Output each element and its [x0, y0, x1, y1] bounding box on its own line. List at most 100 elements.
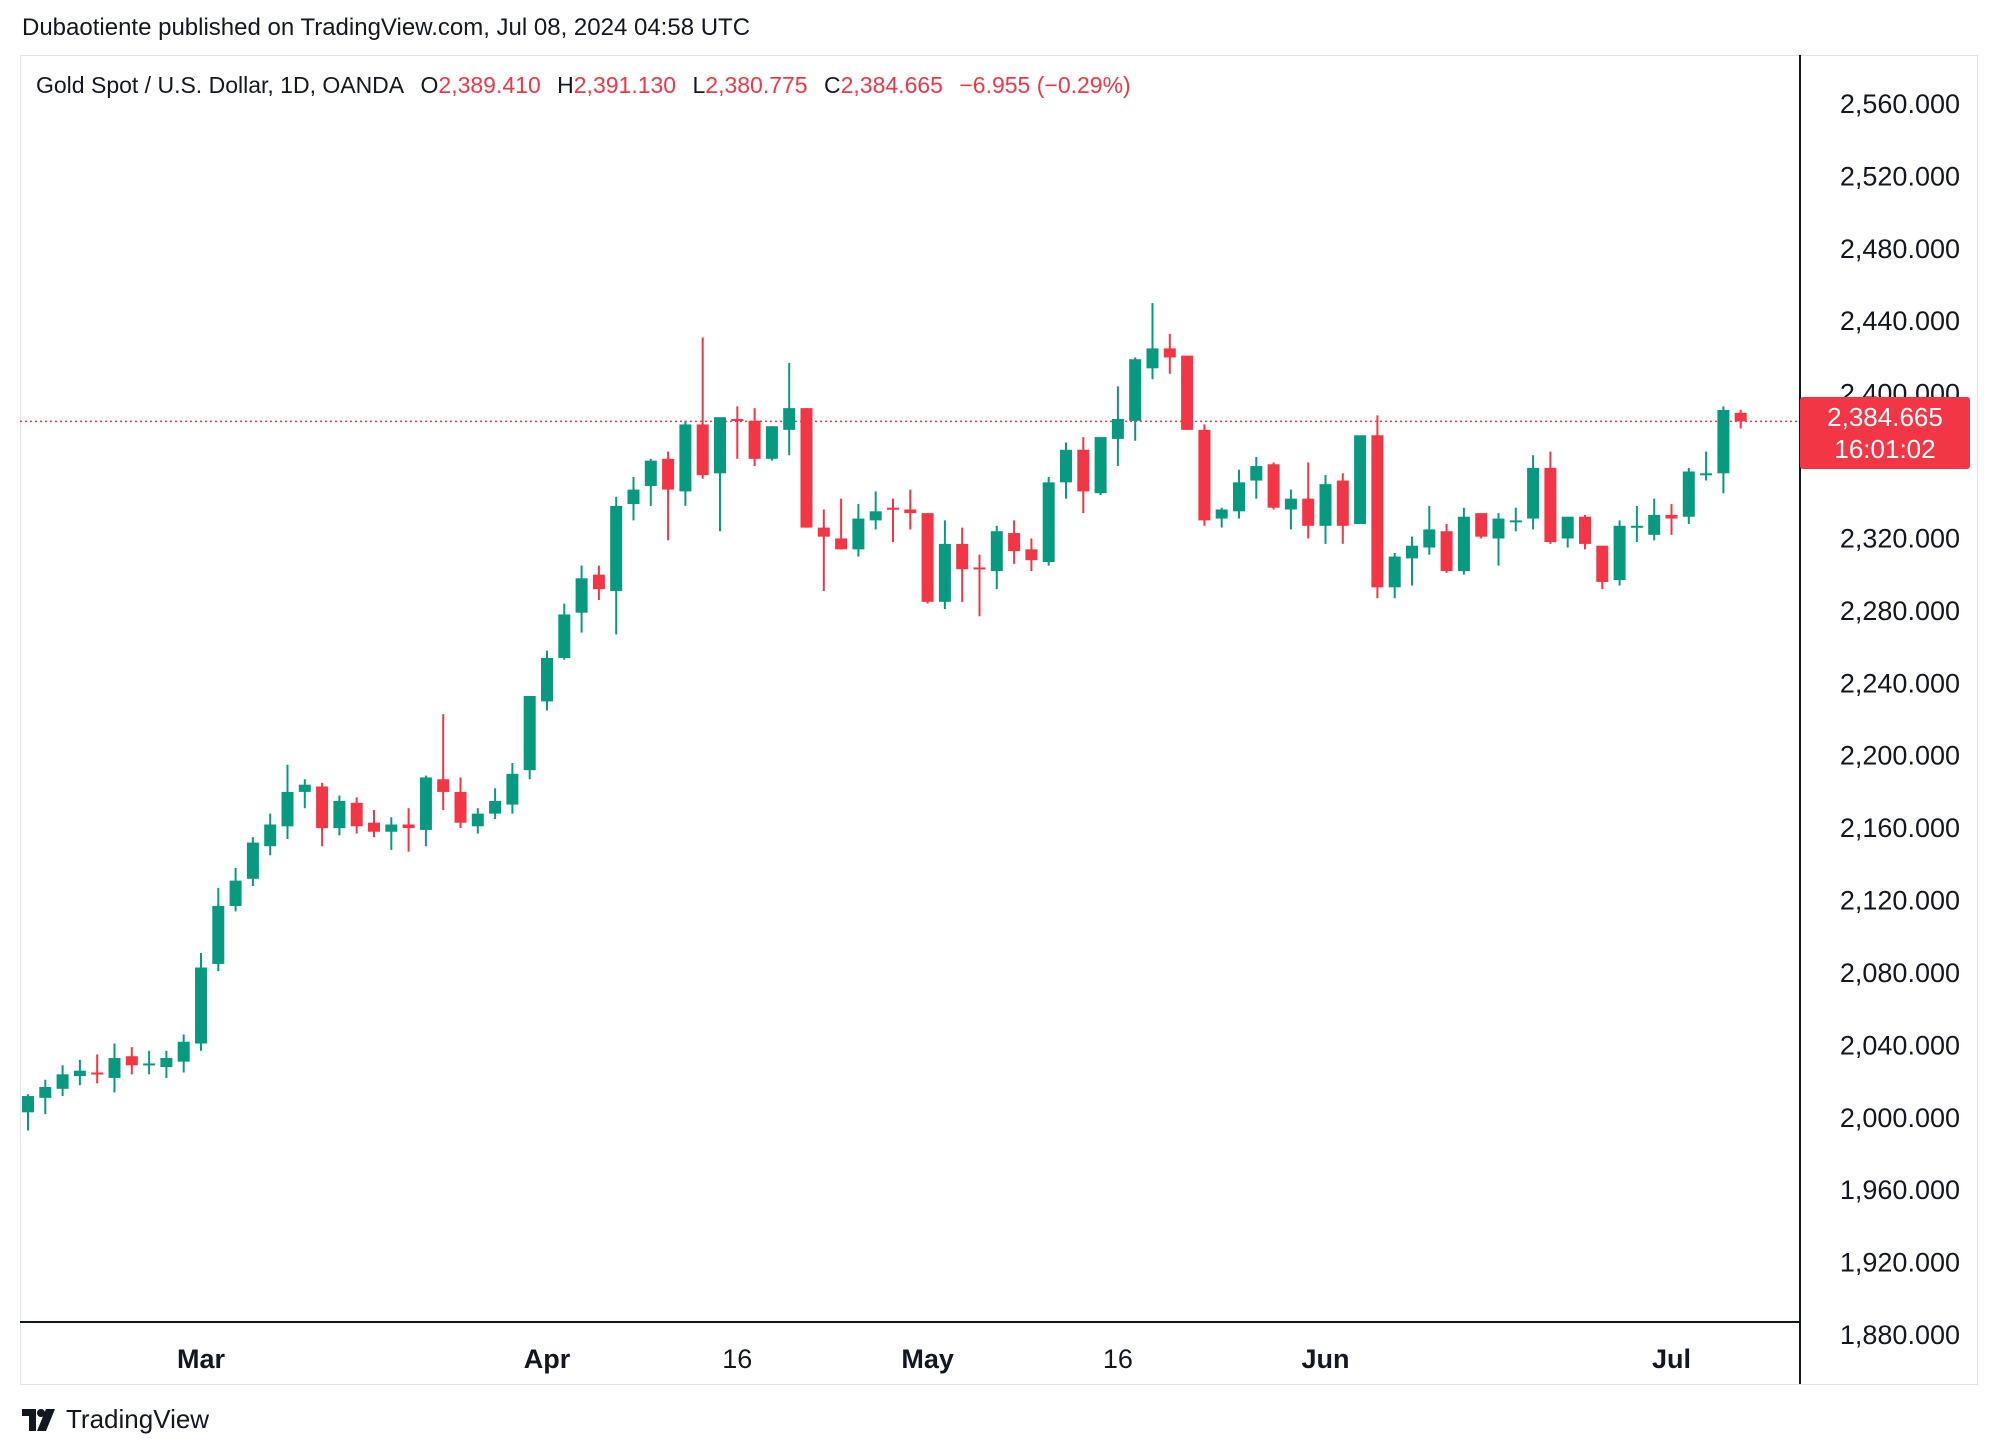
candle: [1475, 513, 1488, 539]
candle: [541, 650, 553, 711]
open-value: 2,389.410: [438, 72, 541, 98]
candle-body: [1284, 498, 1297, 510]
candle: [679, 420, 692, 506]
time-tick-label: Apr: [524, 1344, 571, 1374]
candle-body: [1060, 449, 1072, 483]
time-tick-label: May: [901, 1344, 954, 1374]
candle-body: [541, 657, 553, 702]
candle-body: [1129, 359, 1142, 421]
candle: [696, 337, 709, 479]
candle-body: [1336, 480, 1349, 526]
candle-body: [575, 578, 588, 613]
candle: [1613, 520, 1626, 586]
candle-body: [887, 507, 899, 510]
candle-body: [1319, 484, 1332, 526]
candle-body: [921, 513, 934, 602]
price-tick-label: 2,280.000: [1840, 596, 1960, 626]
high-label: H: [557, 72, 574, 98]
candle-body: [1111, 418, 1124, 439]
candle-body: [212, 905, 225, 964]
candle-body: [1492, 518, 1505, 539]
candle-body: [1267, 464, 1280, 508]
candle-body: [714, 417, 726, 474]
candle: [195, 953, 207, 1051]
candle-body: [419, 777, 432, 830]
candle: [835, 498, 848, 550]
candle: [748, 408, 761, 467]
candle: [800, 408, 813, 528]
candle: [1682, 467, 1695, 524]
candle-body: [1613, 525, 1626, 581]
ohlc-legend: Gold Spot / U.S. Dollar, 1D, OANDA O2,38…: [36, 72, 1131, 99]
candle: [765, 426, 778, 461]
candle: [56, 1065, 69, 1097]
candle-body: [1423, 529, 1436, 548]
candle-body: [1181, 355, 1194, 430]
candle: [368, 810, 380, 838]
time-tick-label: Jun: [1301, 1344, 1349, 1374]
candle: [1700, 451, 1713, 481]
candle: [714, 417, 726, 532]
candle-body: [489, 800, 502, 814]
candle: [1198, 424, 1211, 526]
candle: [1406, 536, 1418, 586]
change-value: −6.955 (−0.29%): [959, 72, 1131, 98]
candle: [333, 795, 346, 836]
candle-body: [610, 505, 623, 591]
price-tick-label: 1,920.000: [1840, 1248, 1960, 1278]
candle: [1544, 451, 1557, 544]
candle: [1146, 303, 1159, 380]
candle: [644, 458, 657, 506]
candle: [125, 1047, 138, 1075]
candle-body: [592, 574, 605, 590]
candle: [264, 813, 277, 856]
candle-body: [1509, 520, 1522, 523]
candle-body: [246, 842, 259, 879]
candle-body: [195, 967, 207, 1044]
tradingview-brand[interactable]: TradingView: [22, 1404, 209, 1435]
candle-body: [1354, 435, 1367, 524]
price-tick-label: 2,520.000: [1840, 161, 1960, 191]
candle: [246, 837, 259, 887]
candle: [229, 867, 242, 912]
last-price-value: 2,384.665: [1827, 402, 1943, 432]
price-tick-label: 2,120.000: [1840, 886, 1960, 916]
candle: [1440, 523, 1453, 573]
candle: [1077, 437, 1090, 514]
candle-body: [1250, 466, 1263, 481]
candle-body: [1198, 429, 1211, 521]
candle-body: [748, 420, 761, 459]
candle-body: [1682, 471, 1695, 517]
candle: [177, 1034, 190, 1073]
candle-body: [143, 1063, 156, 1066]
candle: [1630, 505, 1643, 543]
candle-body: [627, 489, 640, 505]
candle: [1596, 545, 1609, 590]
candle-body: [1648, 514, 1661, 535]
candle: [91, 1054, 104, 1084]
candle-body: [1734, 412, 1747, 422]
candle-body: [471, 813, 484, 827]
candle: [1527, 455, 1540, 530]
publisher-line: Dubaotiente published on TradingView.com…: [22, 14, 751, 41]
candle-body: [281, 791, 294, 827]
price-tick-label: 2,560.000: [1840, 89, 1960, 119]
candle-body: [454, 791, 467, 823]
candle-body: [177, 1041, 190, 1062]
candle: [1215, 507, 1228, 528]
candle: [350, 797, 363, 834]
candle-body: [765, 426, 778, 459]
candle-body: [1025, 549, 1038, 561]
symbol-title[interactable]: Gold Spot / U.S. Dollar, 1D, OANDA: [36, 72, 405, 98]
candle-body: [1579, 516, 1591, 544]
candle-body: [869, 511, 882, 521]
candle-body: [1371, 435, 1384, 588]
candle: [1492, 513, 1505, 566]
candle-body: [1596, 545, 1609, 582]
bar-countdown: 16:01:02: [1834, 434, 1936, 464]
candle-body: [73, 1070, 86, 1077]
candle-body: [558, 614, 571, 658]
low-value: 2,380.775: [705, 72, 808, 98]
candle: [316, 782, 329, 847]
